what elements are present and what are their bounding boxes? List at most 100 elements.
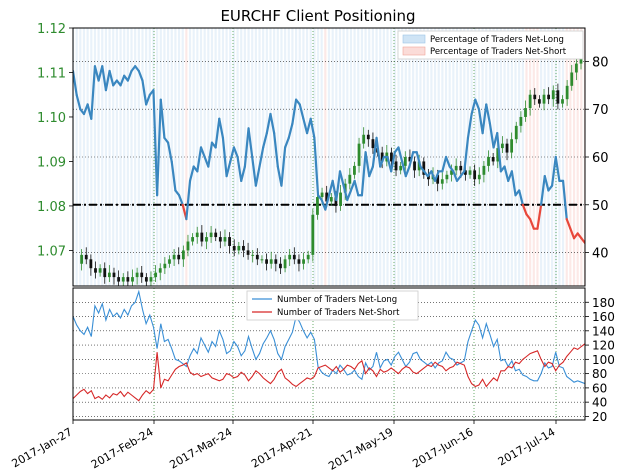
candle-up (482, 165, 486, 175)
x-tick-label: 2017-Jul-14 (496, 425, 558, 468)
candle-up (524, 108, 527, 117)
x-tick-label: 2017-Feb-24 (89, 425, 156, 471)
candle-up (440, 179, 444, 184)
count-line-net-long (73, 289, 585, 385)
top-legend-box (397, 30, 584, 60)
top-panel: 1.07 1.08 1.09 1.10 1.11 1.12 40 50 60 70 80 (37, 22, 609, 287)
pct-line-segment (254, 165, 261, 187)
candle-up (551, 90, 555, 100)
pct-line-segment (273, 132, 279, 168)
pct-line-segment (433, 170, 440, 182)
pct-line-segment (529, 218, 535, 230)
pct-line-segment (463, 136, 470, 173)
candle-up (237, 245, 241, 251)
candle-up (186, 241, 190, 251)
candle-up (98, 268, 102, 273)
candle-up (283, 259, 287, 269)
candle-up (353, 165, 356, 175)
candle-down (505, 143, 509, 153)
candle-down (413, 161, 416, 171)
candle-down (325, 192, 329, 202)
bottom-legend-box (246, 290, 419, 321)
pct-line-segment (152, 89, 159, 197)
pct-line-segment (477, 108, 484, 135)
pct-line-segment (364, 151, 371, 178)
candle-up (163, 263, 167, 269)
candle-up (154, 272, 158, 278)
candle-up (205, 237, 208, 242)
pct-line-segment (404, 165, 411, 178)
candle-up (306, 254, 310, 260)
candle-down (112, 272, 116, 278)
pct-line-segment (280, 146, 287, 187)
candle-down (144, 277, 148, 282)
pct-line-segment (145, 93, 151, 106)
pct-line-segment (397, 146, 404, 163)
pct-line-segment (291, 98, 298, 125)
candle-up (135, 272, 139, 278)
pct-line-segment (390, 151, 396, 173)
bottom-plot-area (73, 288, 585, 420)
candle-up (209, 232, 213, 238)
pct-line-segment (166, 141, 173, 163)
candle-down (408, 157, 412, 162)
pct-line-segment (335, 170, 342, 202)
candle-down (246, 250, 250, 255)
candle-up (131, 277, 134, 282)
x-axis-ticks: 2017-Jan-27 2017-Feb-24 2017-Mar-24 2017-Ap… (10, 420, 558, 473)
pct-line-segment (313, 136, 320, 197)
candle-up (500, 143, 504, 149)
count-line-net-short (73, 343, 585, 402)
pct-line-segment (207, 141, 214, 168)
candle-up (477, 174, 481, 180)
legend-swatch-net-long-pct (402, 34, 426, 44)
pct-line-segment (536, 203, 543, 230)
pct-line-segment (324, 194, 331, 211)
candle-up (348, 174, 352, 184)
candle-down (292, 254, 296, 260)
pct-line-segment (466, 112, 473, 139)
pct-line-segment (221, 136, 228, 178)
candle-up (454, 165, 458, 171)
pct-line-segment (342, 184, 349, 202)
candle-down (279, 263, 282, 269)
pct-line-segment (185, 179, 192, 221)
count-tick-label: 140 (592, 324, 615, 338)
candle-down (380, 152, 384, 162)
candle-down (218, 237, 222, 242)
pct-line-segment (251, 155, 257, 187)
pct-line-segment (408, 151, 415, 168)
pct-line-segment (554, 155, 561, 182)
pct-tick-label: 40 (592, 247, 609, 262)
pct-line-segment (444, 155, 451, 168)
candle-up (445, 174, 449, 180)
candle-up (121, 277, 125, 282)
pct-tick-label: 70 (592, 103, 609, 118)
pct-line-segment (371, 136, 378, 168)
count-tick-label: 80 (592, 367, 607, 381)
pct-line-segment (247, 127, 254, 159)
bottom-legend: Number of Traders Net-Long Number of Tra… (246, 290, 419, 321)
candle-up (149, 277, 153, 282)
candle-up (329, 197, 333, 202)
pct-line-segment (565, 218, 572, 230)
candle-down (366, 134, 370, 140)
candle-up (311, 214, 315, 255)
candle-down (228, 237, 231, 246)
price-tick-label: 1.12 (37, 22, 66, 37)
pct-line-segment (401, 160, 407, 178)
pct-line-segment (561, 179, 568, 221)
x-tick-label: 2017-Jan-27 (10, 425, 75, 470)
pct-line-segment (73, 69, 78, 96)
candle-down (103, 268, 107, 278)
pct-line-segment (240, 165, 246, 182)
pct-line-segment (346, 189, 353, 202)
pct-line-segment (243, 127, 250, 168)
legend-swatch-net-short-pct (402, 46, 426, 56)
pct-line-segment (177, 194, 184, 206)
candle-down (459, 165, 463, 171)
pct-line-segment (269, 112, 276, 135)
candle-up (399, 165, 403, 171)
candle-down (473, 170, 477, 180)
